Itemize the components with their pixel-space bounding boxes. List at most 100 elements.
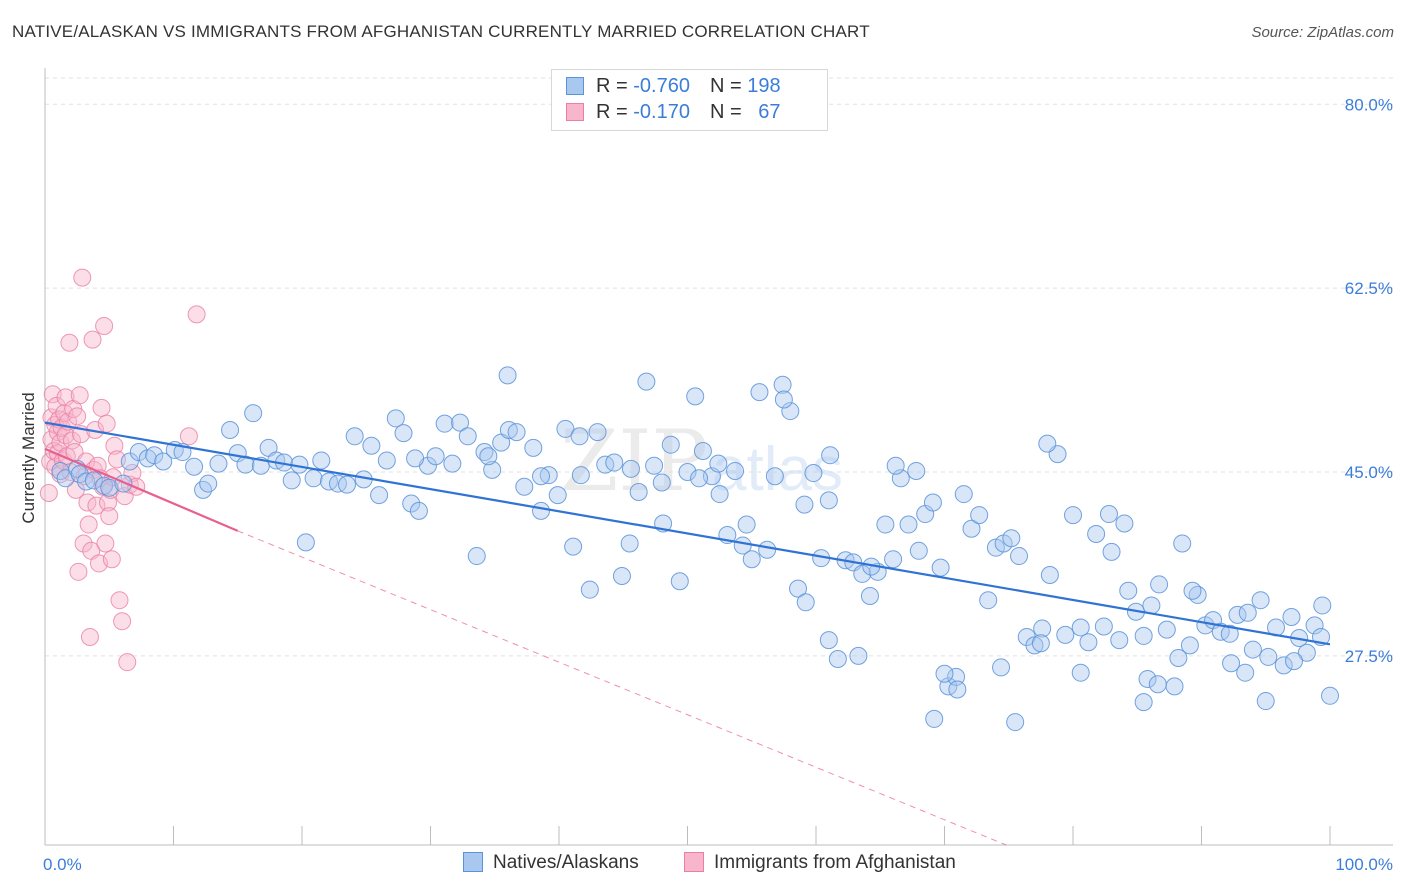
data-point-natives (1099, 505, 1118, 524)
data-point-afghanistan (102, 550, 121, 569)
data-point-natives (580, 580, 599, 599)
data-point-afghanistan (95, 316, 114, 335)
data-point-natives (860, 586, 879, 605)
data-point-afghanistan (74, 534, 93, 553)
data-point-natives (1079, 633, 1098, 652)
data-point-natives (328, 474, 347, 493)
data-point-natives (221, 420, 240, 439)
bottom-legend-swatch-blue (463, 852, 483, 872)
data-point-natives (1064, 506, 1082, 525)
data-point-natives (377, 451, 396, 470)
data-point-natives (1285, 652, 1304, 671)
x-tick-labels: 0.0% 100.0% (43, 855, 1393, 874)
data-point-natives (909, 541, 928, 560)
legend-n-value: 198 (747, 75, 781, 97)
data-point-natives (319, 472, 338, 491)
trend-line-natives (44, 421, 1331, 646)
bottom-legend-label-natives: Natives/Alaskans (493, 852, 639, 873)
data-point-afghanistan (118, 653, 137, 672)
bottom-legend-swatch-pink (684, 852, 704, 872)
data-point-natives (661, 435, 680, 454)
data-point-natives (1033, 619, 1052, 638)
data-point-natives (483, 460, 502, 479)
data-point-natives (515, 477, 534, 496)
data-point-natives (1134, 693, 1153, 712)
data-point-natives (402, 494, 421, 513)
data-point-natives (451, 413, 470, 432)
data-point-natives (394, 424, 413, 443)
data-point-natives (1222, 654, 1241, 673)
data-point-afghanistan (60, 333, 79, 352)
legend-swatch-pink (566, 103, 584, 121)
data-point-natives (773, 375, 792, 394)
data-point-natives (796, 593, 815, 612)
data-point-afghanistan (105, 436, 124, 455)
data-point-afghanistan (70, 386, 89, 405)
data-point-natives (907, 461, 926, 480)
data-point-natives (1119, 581, 1138, 600)
data-point-natives (612, 567, 631, 586)
source-label: Source: ZipAtlas.com (1251, 24, 1394, 41)
data-point-natives (435, 414, 454, 433)
data-point-afghanistan (187, 305, 206, 324)
data-point-natives (1010, 547, 1029, 566)
data-point-natives (1165, 677, 1184, 696)
data-point-natives (652, 473, 671, 492)
data-point-afghanistan (100, 507, 119, 526)
data-point-natives (1138, 669, 1157, 688)
data-point-natives (621, 459, 640, 478)
data-point-natives (742, 550, 761, 569)
data-point-natives (570, 427, 589, 446)
data-point-natives (1087, 524, 1106, 543)
data-point-natives (1025, 636, 1044, 655)
data-point-natives (532, 501, 551, 520)
data-point-natives (1002, 529, 1021, 548)
data-point-natives (1094, 617, 1113, 636)
data-point-afghanistan (87, 496, 106, 515)
data-point-natives (185, 457, 204, 476)
data-point-natives (765, 467, 784, 486)
data-point-natives (1259, 647, 1278, 666)
data-point-natives (1220, 624, 1239, 643)
bottom-legend-natives: Natives/Alaskans (463, 852, 639, 874)
data-point-natives (84, 471, 103, 490)
legend-row-afghanistan: R = -0.170 N = 67 (566, 101, 780, 125)
data-point-natives (458, 427, 477, 446)
data-point-natives (678, 463, 697, 482)
data-point-natives (129, 443, 148, 462)
data-point-natives (406, 449, 425, 468)
data-point-natives (774, 390, 793, 409)
data-point-natives (1038, 434, 1057, 453)
data-point-natives (923, 493, 942, 512)
data-point-natives (409, 501, 428, 520)
data-point-natives (899, 515, 918, 534)
data-point-natives (693, 441, 712, 460)
legend-r-label: R = (596, 101, 634, 123)
axes (44, 68, 1393, 846)
data-point-natives (1031, 634, 1050, 653)
data-point-natives (209, 454, 228, 473)
legend-n-label: N = (709, 101, 748, 123)
y-tick-label: 27.5% (1345, 647, 1393, 666)
data-point-natives (819, 631, 838, 650)
data-point-natives (588, 423, 607, 442)
data-point-natives (1115, 514, 1134, 533)
data-point-afghanistan (62, 431, 81, 450)
data-point-natives (758, 540, 777, 559)
data-point-natives (1150, 575, 1169, 594)
data-point-natives (100, 478, 119, 497)
data-point-natives (524, 438, 543, 457)
data-point-natives (443, 454, 462, 473)
data-point-natives (819, 491, 838, 510)
data-point-afghanistan (110, 591, 129, 610)
data-point-natives (1006, 713, 1025, 732)
data-point-natives (1169, 648, 1188, 667)
data-point-natives (884, 550, 903, 569)
data-point-natives (670, 572, 689, 591)
data-point-natives (479, 447, 498, 466)
data-point-natives (605, 453, 624, 472)
legend-n-value: 67 (758, 101, 781, 123)
data-point-natives (507, 423, 526, 442)
data-point-natives (992, 658, 1011, 677)
